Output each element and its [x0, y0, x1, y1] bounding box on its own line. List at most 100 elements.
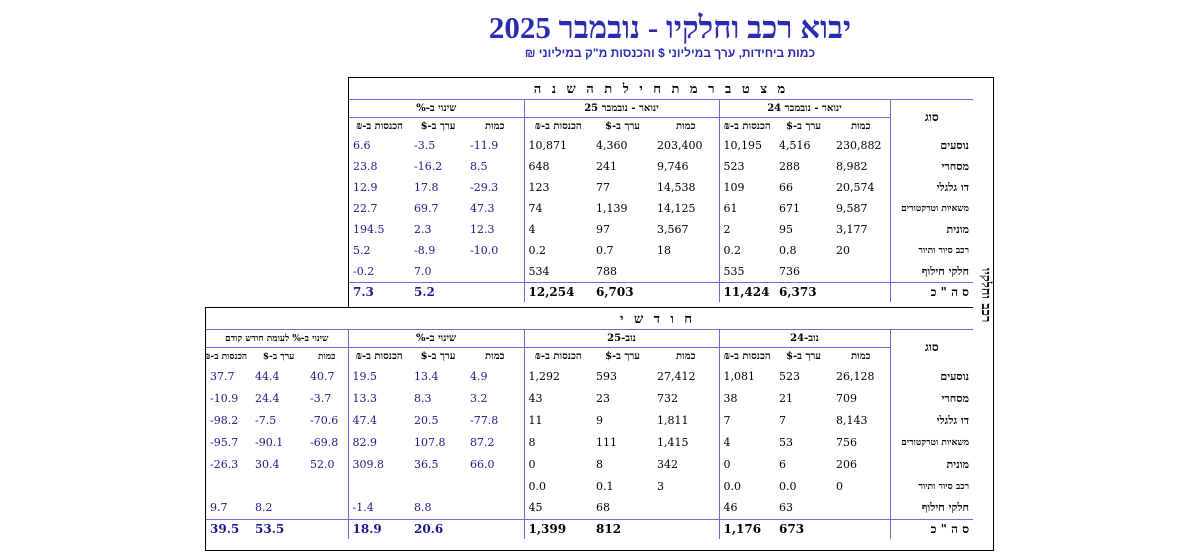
table-cell: [410, 475, 466, 497]
annual-subheader-row: כמות ערך ב-$ הכנסות ב-₪ כמות ערך ב-$ הכנסות ב…: [349, 117, 973, 135]
column-header: כמות: [676, 351, 696, 362]
total-cell: [653, 518, 720, 539]
table-cell: 1,081: [718, 365, 776, 387]
table-cell: 230,882: [836, 139, 882, 152]
total-cell: 12,254: [523, 281, 593, 302]
table-row: מסחרי 709 21 38 732 23 43 3.2 8.3 13.3 -3.7 24.4 -10…: [206, 387, 974, 409]
table-cell: [466, 497, 524, 519]
monthly-group-mom: שינוי ב-% לעומת חודש קודם: [206, 329, 349, 348]
annual-heading: מ צ ט ב ר מ ת ח י ל ת ה ש נ ה: [349, 78, 974, 100]
report-subtitle: כמות ביחידות, ערך במיליוני $ והכנסות מ"ק…: [524, 46, 816, 60]
table-cell: 288: [779, 160, 801, 173]
table-cell: 732: [657, 391, 679, 405]
monthly-table: ח ו ד ש י סוג נוב-24 נוב-25 שינוי ב-% שי…: [206, 308, 974, 539]
monthly-type-header: סוג: [889, 329, 974, 365]
table-cell: 10,195: [718, 135, 776, 156]
table-cell: 123: [523, 177, 593, 198]
table-row: חלקי חילוף 63 46 68 45 8.8 -1.4 8.2 9.7: [206, 497, 974, 519]
table-cell: -90.1: [255, 435, 284, 449]
table-cell: -0.2: [353, 264, 375, 278]
monthly-subheader-row: כמות ערך ב-$ הכנסות ב-₪ כמות ערך ב-$ הכנסות ב…: [206, 347, 973, 365]
table-cell: 534: [523, 261, 593, 282]
monthly-group-change: שינוי ב-%: [347, 329, 525, 348]
total-label: ס ה " כ: [889, 281, 974, 302]
table-cell: 66.0: [470, 457, 495, 471]
table-cell: 671: [779, 202, 801, 215]
table-cell: [306, 475, 348, 497]
row-label: מסחרי: [889, 156, 974, 177]
table-cell: 20: [836, 244, 851, 257]
table-cell: 9: [596, 413, 604, 427]
table-cell: 26,128: [836, 369, 875, 383]
table-cell: -10.9: [210, 391, 239, 405]
monthly-group-24: נוב-24: [718, 329, 891, 348]
monthly-group-25: נוב-25: [523, 329, 720, 348]
table-cell: 74: [523, 198, 593, 219]
table-cell: 46: [718, 497, 776, 519]
column-header: כמות: [485, 121, 505, 132]
table-cell: 45: [523, 497, 593, 519]
table-cell: 8: [523, 431, 593, 453]
table-cell: 40.7: [310, 369, 335, 383]
table-cell: 203,400: [657, 139, 703, 152]
annual-group-25: ינואר - נובמבר 25: [523, 99, 720, 118]
total-cell: 53.5: [251, 518, 307, 539]
table-cell: [306, 497, 348, 519]
table-cell: 0.0: [779, 479, 797, 493]
annual-type-header: סוג: [889, 99, 974, 135]
table-cell: 109: [718, 177, 776, 198]
table-cell: 0.2: [523, 240, 593, 261]
table-row: נוסעים 230,882 4,516 10,195 203,400 4,360 10,8…: [349, 135, 974, 156]
total-cell: 1,176: [718, 518, 776, 539]
table-cell: -7.5: [255, 413, 277, 427]
total-cell: 39.5: [206, 518, 252, 539]
row-label: דו גלגלי: [889, 409, 974, 431]
table-cell: 11: [523, 409, 593, 431]
table-cell: 1,811: [657, 413, 689, 427]
column-header: כמות: [485, 351, 505, 362]
table-cell: 8.5: [470, 160, 488, 173]
total-cell: 20.6: [410, 518, 467, 539]
total-cell: [832, 518, 891, 539]
total-cell: [306, 518, 349, 539]
table-cell: 23.8: [353, 160, 378, 173]
row-label: חלקי חילוף: [889, 261, 974, 282]
column-header: הכנסות ב-₪: [718, 117, 776, 135]
table-cell: 523: [718, 156, 776, 177]
side-label-box: רכב וחלקיו: [972, 77, 994, 551]
report-title: יבוא רכב וחלקיו - נובמבר 2025: [488, 10, 852, 45]
table-cell: -1.4: [347, 497, 411, 519]
table-cell: 7: [779, 413, 787, 427]
table-cell: 47.4: [347, 409, 411, 431]
table-cell: 8: [596, 457, 604, 471]
table-cell: 47.3: [470, 202, 495, 215]
table-cell: 1,139: [596, 202, 628, 215]
total-row: ס ה " כ 673 1,176 812 1,399 20.6 18.9 53.5 39.5: [206, 518, 974, 539]
table-cell: 53: [779, 435, 794, 449]
table-cell: 1,292: [523, 365, 593, 387]
table-cell: 0.7: [596, 244, 614, 257]
column-header: הכנסות ב-₪: [523, 117, 593, 135]
table-cell: 107.8: [414, 435, 446, 449]
table-cell: 3,567: [657, 223, 689, 236]
table-cell: 0: [523, 453, 593, 475]
monthly-heading: ח ו ד ש י: [206, 308, 974, 330]
table-cell: -10.0: [470, 244, 499, 257]
table-cell: 18: [657, 244, 672, 257]
table-cell: 12.3: [470, 223, 495, 236]
total-cell: 812: [592, 518, 654, 539]
table-cell: 66: [779, 181, 794, 194]
total-cell: 673: [775, 518, 833, 539]
row-label: דו גלגלי: [889, 177, 974, 198]
row-label: רכב סיור ותיור: [889, 475, 974, 497]
table-cell: 8.8: [414, 501, 432, 515]
table-cell: [206, 475, 251, 497]
table-cell: 21: [779, 391, 794, 405]
table-row: דו גלגלי 20,574 66 109 14,538 77 123 -29.3 17.8 1…: [349, 177, 974, 198]
table-cell: 194.5: [353, 223, 385, 236]
table-cell: -11.9: [470, 139, 499, 152]
table-cell: 44.4: [255, 369, 280, 383]
table-cell: 23: [596, 391, 611, 405]
table-cell: 97: [596, 223, 611, 236]
table-cell: 17.8: [414, 181, 439, 194]
